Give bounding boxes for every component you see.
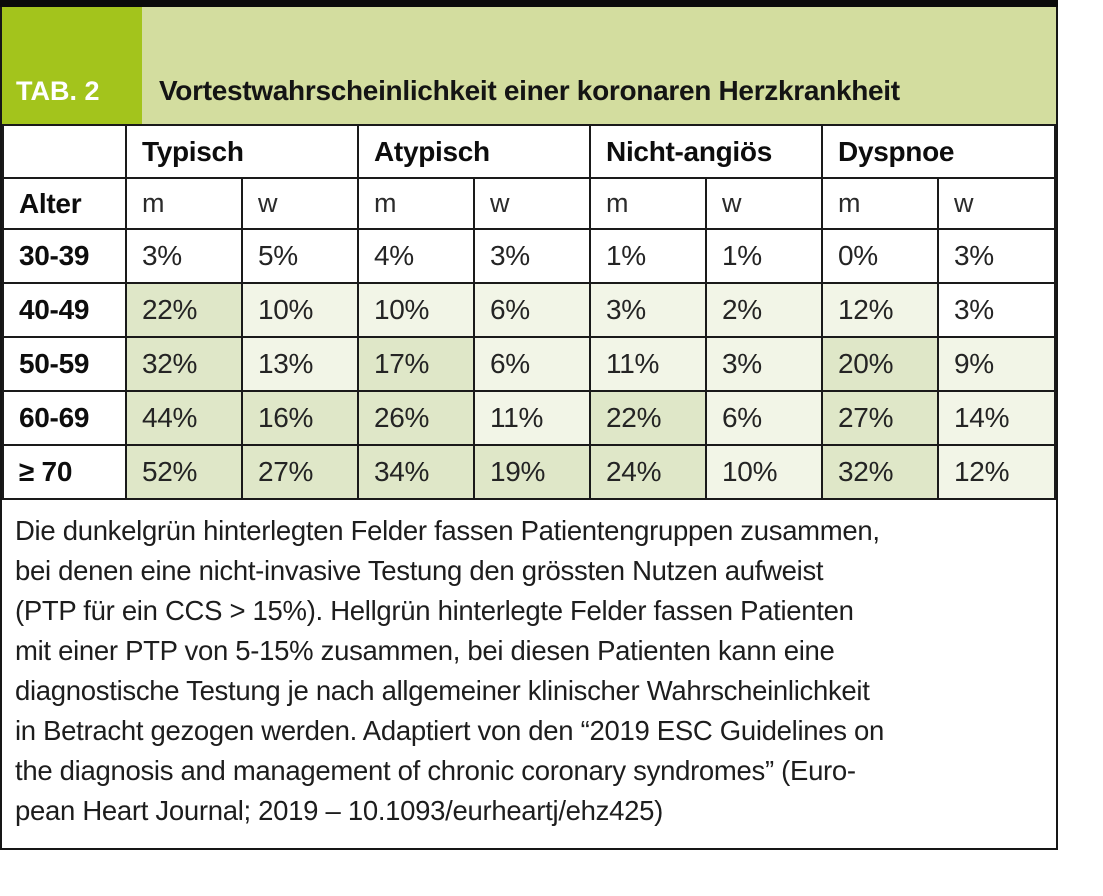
data-cell: 5% <box>240 228 360 284</box>
column-group-typisch: Typisch <box>124 124 360 179</box>
table-row: 60-69 44% 16% 26% 11% 22% 6% 27% 14% <box>2 390 1056 446</box>
data-cell: 9% <box>937 336 1056 392</box>
footnote-line: (PTP für ein CCS > 15%). Hellgrün hinter… <box>15 595 854 626</box>
column-group-nicht-angioes: Nicht-angiös <box>589 124 824 179</box>
data-cell: 26% <box>357 390 476 446</box>
data-cell: 13% <box>240 336 360 392</box>
data-cell: 22% <box>125 282 243 338</box>
footnote-line: diagnostische Testung je nach allgemeine… <box>15 675 870 706</box>
data-cell: 52% <box>125 444 243 500</box>
data-cell: 12% <box>821 282 940 338</box>
table-row: 30-39 3% 5% 4% 3% 1% 1% 0% 3% <box>2 228 1056 284</box>
sex-header-cell: m <box>589 177 708 230</box>
figure-header: TAB. 2 Vortestwahrscheinlichkeit einer k… <box>2 7 1056 124</box>
table-figure: TAB. 2 Vortestwahrscheinlichkeit einer k… <box>0 0 1058 850</box>
data-cell: 1% <box>705 228 824 284</box>
table-row: 40-49 22% 10% 10% 6% 3% 2% 12% 3% <box>2 282 1056 338</box>
data-cell: 0% <box>821 228 940 284</box>
data-cell: 27% <box>240 444 360 500</box>
corner-cell <box>2 124 127 179</box>
data-cell: 10% <box>240 282 360 338</box>
data-cell: 3% <box>937 282 1056 338</box>
sex-header-cell: m <box>125 177 243 230</box>
ptp-table: Typisch Atypisch Nicht-angiös Dyspnoe Al… <box>2 124 1056 500</box>
footnote-line: pean Heart Journal; 2019 – 10.1093/eurhe… <box>15 795 663 826</box>
age-header-cell: Alter <box>2 177 127 230</box>
group-header-row: Typisch Atypisch Nicht-angiös Dyspnoe <box>2 124 1056 179</box>
data-cell: 3% <box>473 228 592 284</box>
table-row: ≥ 70 52% 27% 34% 19% 24% 10% 32% 12% <box>2 444 1056 500</box>
age-cell: 30-39 <box>2 228 127 284</box>
top-rule <box>0 0 1058 7</box>
age-cell: 40-49 <box>2 282 127 338</box>
column-group-atypisch: Atypisch <box>357 124 592 179</box>
data-cell: 6% <box>473 336 592 392</box>
data-cell: 34% <box>357 444 476 500</box>
age-cell: 50-59 <box>2 336 127 392</box>
data-cell: 12% <box>937 444 1056 500</box>
footnote-line: in Betracht gezogen werden. Adaptiert vo… <box>15 715 885 746</box>
data-cell: 22% <box>589 390 708 446</box>
sex-header-cell: m <box>821 177 940 230</box>
table-tag: TAB. 2 <box>2 7 142 124</box>
column-group-dyspnoe: Dyspnoe <box>821 124 1056 179</box>
data-cell: 44% <box>125 390 243 446</box>
data-cell: 32% <box>125 336 243 392</box>
data-cell: 20% <box>821 336 940 392</box>
age-cell: ≥ 70 <box>2 444 127 500</box>
data-cell: 11% <box>473 390 592 446</box>
data-cell: 1% <box>589 228 708 284</box>
sex-header-cell: w <box>705 177 824 230</box>
sex-header-cell: w <box>240 177 360 230</box>
data-cell: 32% <box>821 444 940 500</box>
sex-header-cell: w <box>473 177 592 230</box>
data-cell: 19% <box>473 444 592 500</box>
footnote: Die dunkelgrün hinterlegten Felder fasse… <box>2 500 1056 848</box>
sex-header-row: Alter m w m w m w m w <box>2 177 1056 230</box>
data-cell: 6% <box>473 282 592 338</box>
data-cell: 27% <box>821 390 940 446</box>
data-cell: 10% <box>705 444 824 500</box>
sex-header-cell: m <box>357 177 476 230</box>
data-cell: 3% <box>705 336 824 392</box>
data-cell: 24% <box>589 444 708 500</box>
data-cell: 2% <box>705 282 824 338</box>
table-row: 50-59 32% 13% 17% 6% 11% 3% 20% 9% <box>2 336 1056 392</box>
data-cell: 17% <box>357 336 476 392</box>
data-cell: 4% <box>357 228 476 284</box>
data-cell: 3% <box>589 282 708 338</box>
data-cell: 14% <box>937 390 1056 446</box>
footnote-line: mit einer PTP von 5-15% zusammen, bei di… <box>15 635 835 666</box>
footnote-line: Die dunkelgrün hinterlegten Felder fasse… <box>15 515 880 546</box>
data-cell: 6% <box>705 390 824 446</box>
age-cell: 60-69 <box>2 390 127 446</box>
data-cell: 3% <box>937 228 1056 284</box>
footnote-line: bei denen eine nicht-invasive Testung de… <box>15 555 824 586</box>
sex-header-cell: w <box>937 177 1056 230</box>
data-cell: 16% <box>240 390 360 446</box>
data-cell: 10% <box>357 282 476 338</box>
data-cell: 3% <box>125 228 243 284</box>
footnote-line: the diagnosis and management of chronic … <box>15 755 856 786</box>
figure-title: Vortestwahrscheinlichkeit einer koronare… <box>159 75 900 106</box>
data-cell: 11% <box>589 336 708 392</box>
